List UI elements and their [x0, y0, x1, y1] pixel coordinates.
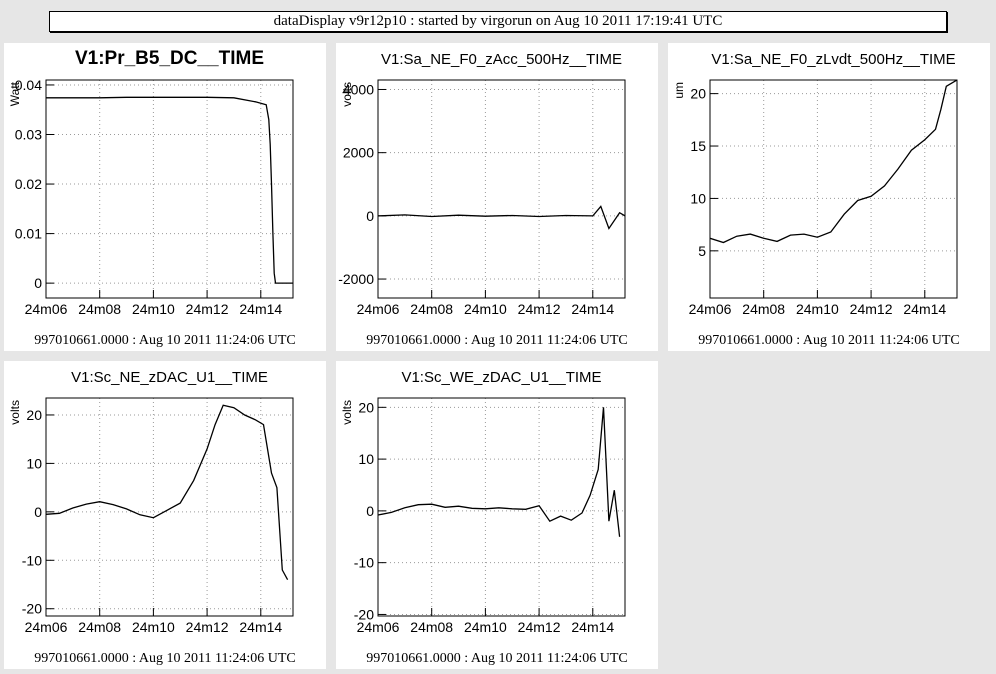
chart-panel-pr-b5-dc: V1:Pr_B5_DC__TIME 24m06 24m08 24m10 24m12 24m…	[4, 43, 326, 351]
x-tick-label: 24m12	[518, 301, 561, 317]
data-series-line	[378, 205, 625, 230]
x-tick-label: 24m08	[78, 619, 121, 635]
x-tick-label: 24m06	[357, 301, 400, 317]
y-axis-label: um	[672, 82, 686, 99]
chart-footer: 997010661.0000 : Aug 10 2011 11:24:06 UT…	[34, 651, 295, 666]
y-tick-label: 0	[34, 275, 42, 291]
y-tick-label: 10	[26, 455, 42, 471]
chart-footer: 997010661.0000 : Aug 10 2011 11:24:06 UT…	[698, 333, 959, 348]
y-tick-label: 5	[698, 243, 706, 259]
chart-panel-sc-ne-zdac: V1:Sc_NE_zDAC_U1__TIME 24m06 24m08 24m10 24m…	[4, 361, 326, 669]
y-tick-label: 20	[358, 399, 374, 415]
y-tick-label: 0.03	[15, 127, 42, 143]
y-axis-label: Watt	[8, 81, 22, 106]
x-tick-label: 24m10	[132, 301, 175, 317]
x-tick-label: 24m14	[903, 301, 946, 317]
chart-svg: V1:Pr_B5_DC__TIME 24m06 24m08 24m10 24m12 24m…	[8, 48, 296, 348]
x-tick-label: 24m12	[518, 619, 561, 635]
x-tick-label: 24m14	[571, 301, 614, 317]
chart-title: V1:Sa_NE_F0_zLvdt_500Hz__TIME	[711, 51, 955, 68]
y-tick-label: -20	[22, 601, 42, 617]
y-tick-label: 0	[366, 208, 374, 224]
window-title-banner: dataDisplay v9r12p10 : started by virgor…	[49, 11, 947, 32]
y-tick-label: 15	[690, 138, 706, 154]
y-tick-label: 0.04	[15, 77, 42, 93]
y-tick-label: 0.01	[15, 226, 42, 242]
x-tick-label: 24m14	[571, 619, 614, 635]
x-tick-label: 24m10	[796, 301, 839, 317]
y-tick-label: 0	[34, 504, 42, 520]
y-tick-label: 0	[366, 503, 374, 519]
y-tick-label: 10	[690, 190, 706, 206]
chart-panel-sa-ne-zlvdt: V1:Sa_NE_F0_zLvdt_500Hz__TIME 24m06 24m08 2…	[668, 43, 990, 351]
data-series-line	[378, 407, 621, 537]
x-tick-label: 24m10	[132, 619, 175, 635]
y-tick-label: 4000	[343, 81, 374, 97]
chart-title: V1:Sc_NE_zDAC_U1__TIME	[71, 369, 268, 386]
data-series-line	[46, 404, 289, 581]
chart-title: V1:Pr_B5_DC__TIME	[75, 48, 264, 69]
x-tick-label: 24m10	[464, 301, 507, 317]
plot-frame	[709, 79, 958, 299]
x-tick-label: 24m12	[186, 619, 229, 635]
x-tick-label: 24m06	[25, 301, 68, 317]
chart-svg: V1:Sa_NE_F0_zAcc_500Hz__TIME 24m06 24m08 24…	[338, 51, 628, 348]
x-tick-label: 24m06	[25, 619, 68, 635]
x-tick-label: 24m08	[410, 619, 453, 635]
x-tick-label: 24m08	[78, 301, 121, 317]
y-axis-label: volts	[8, 400, 22, 425]
chart-footer: 997010661.0000 : Aug 10 2011 11:24:06 UT…	[34, 333, 295, 348]
chart-footer: 997010661.0000 : Aug 10 2011 11:24:06 UT…	[366, 333, 627, 348]
plot-frame	[377, 79, 626, 299]
y-tick-label: -10	[22, 552, 42, 568]
y-tick-label: 2000	[343, 145, 374, 161]
y-tick-label: 10	[358, 451, 374, 467]
chart-panel-sa-ne-zacc: V1:Sa_NE_F0_zAcc_500Hz__TIME 24m06 24m08 24…	[336, 43, 658, 351]
y-tick-label: 20	[26, 407, 42, 423]
y-tick-label: -20	[354, 606, 374, 622]
x-tick-label: 24m12	[850, 301, 893, 317]
y-tick-label: 0.02	[15, 176, 42, 192]
plot-frame	[45, 79, 294, 299]
x-tick-label: 24m08	[410, 301, 453, 317]
x-tick-label: 24m06	[689, 301, 732, 317]
plot-frame	[45, 397, 294, 617]
x-tick-label: 24m14	[239, 301, 282, 317]
data-series-line	[710, 80, 957, 244]
y-axis-label: volts	[340, 400, 354, 425]
y-tick-label: -10	[354, 555, 374, 571]
x-tick-label: 24m10	[464, 619, 507, 635]
chart-svg: V1:Sc_WE_zDAC_U1__TIME 24m06 24m08 24m10 24m…	[340, 369, 628, 666]
x-tick-label: 24m08	[742, 301, 785, 317]
x-tick-label: 24m14	[239, 619, 282, 635]
y-axis-label: volts	[340, 82, 354, 107]
chart-panel-sc-we-zdac: V1:Sc_WE_zDAC_U1__TIME 24m06 24m08 24m10 24m…	[336, 361, 658, 669]
chart-footer: 997010661.0000 : Aug 10 2011 11:24:06 UT…	[366, 651, 627, 666]
chart-title: V1:Sc_WE_zDAC_U1__TIME	[401, 369, 601, 386]
y-tick-label: 20	[690, 86, 706, 102]
chart-svg: V1:Sa_NE_F0_zLvdt_500Hz__TIME 24m06 24m08 2…	[672, 51, 960, 348]
y-tick-label: -2000	[338, 271, 374, 287]
x-tick-label: 24m12	[186, 301, 229, 317]
chart-title: V1:Sa_NE_F0_zAcc_500Hz__TIME	[381, 51, 622, 68]
chart-svg: V1:Sc_NE_zDAC_U1__TIME 24m06 24m08 24m10 24m…	[8, 369, 296, 666]
x-tick-label: 24m06	[357, 619, 400, 635]
plot-frame	[377, 397, 626, 617]
data-series-line	[46, 96, 293, 284]
